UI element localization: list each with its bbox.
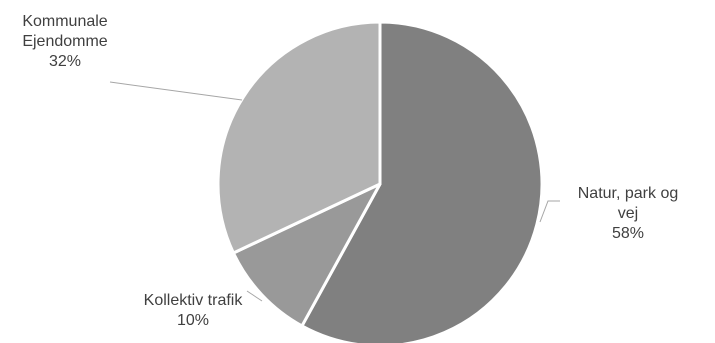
value-label-kollektiv-trafik: 10% xyxy=(177,312,209,329)
leader-line-kommunale-ejendomme xyxy=(109,81,243,101)
leader-line-natur-park-og-vej xyxy=(539,200,560,223)
category-label-natur-park-og-vej: Natur, park og xyxy=(578,185,679,202)
pie-slice-kommunale-ejendomme xyxy=(216,20,382,255)
category-label-kommunale-ejendomme: Ejendomme xyxy=(22,33,107,50)
pie-slice-kollektiv-trafik xyxy=(231,182,382,328)
pie-slice-natur-park-og-vej xyxy=(300,20,544,343)
category-label-kollektiv-trafik: Kollektiv trafik xyxy=(144,292,244,309)
value-label-kommunale-ejendomme: 32% xyxy=(49,53,81,70)
data-labels: Natur, park og vej 58% Kollektiv trafik 10% K… xyxy=(22,13,678,329)
category-label-natur-park-og-vej: vej xyxy=(618,205,638,222)
category-label-kommunale-ejendomme: Kommunale xyxy=(22,13,107,30)
leader-line-kollektiv-trafik xyxy=(246,290,263,302)
value-label-natur-park-og-vej: 58% xyxy=(612,225,644,242)
pie-slices xyxy=(216,20,544,343)
leader-lines xyxy=(109,81,560,302)
